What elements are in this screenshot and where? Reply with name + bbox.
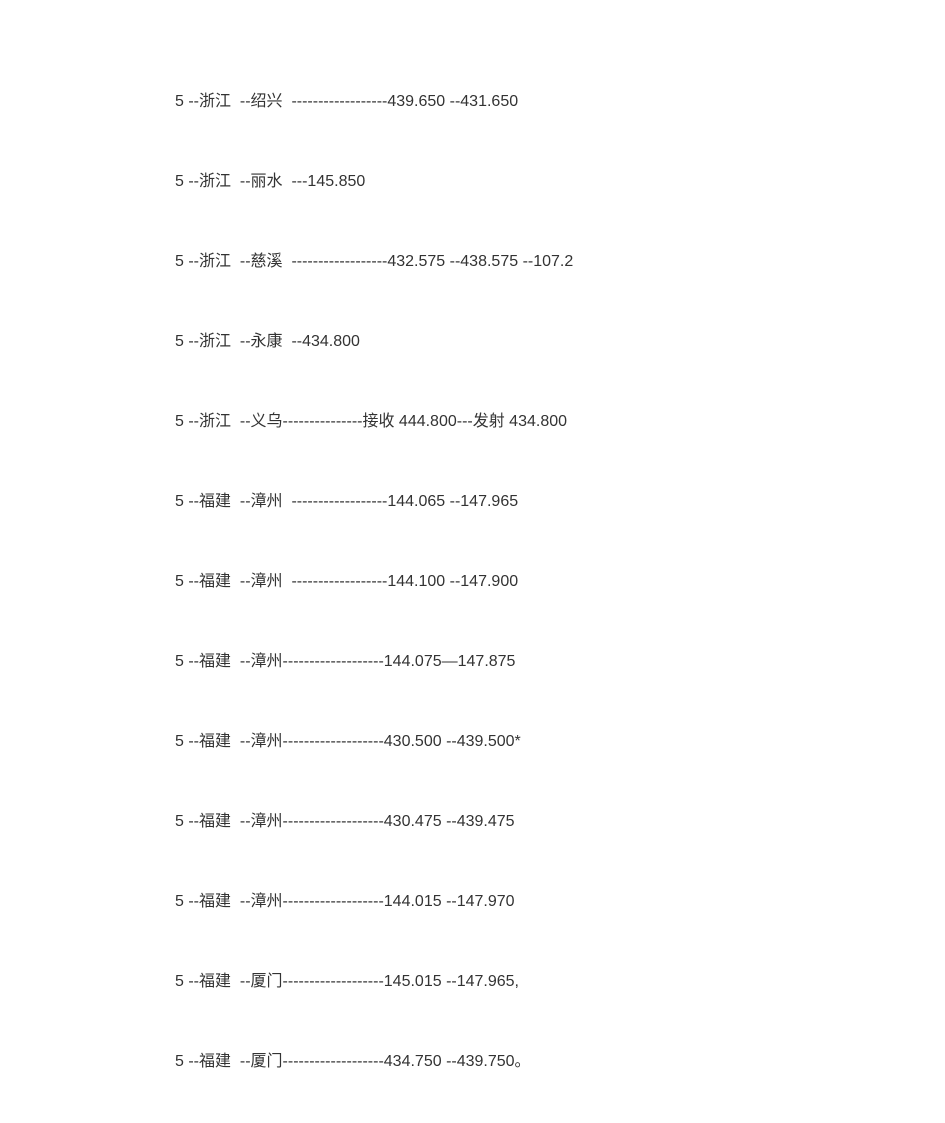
document-content: 5 --浙江 --绍兴 ------------------439.650 --…: [175, 90, 945, 1074]
frequency-entry: 5 --福建 --漳州 ------------------144.100 --…: [175, 570, 945, 594]
frequency-entry: 5 --福建 --漳州-------------------430.475 --…: [175, 810, 945, 834]
frequency-entry: 5 --福建 --漳州-------------------430.500 --…: [175, 730, 945, 754]
frequency-entry: 5 --福建 --厦门-------------------145.015 --…: [175, 970, 945, 994]
frequency-entry: 5 --福建 --漳州 ------------------144.065 --…: [175, 490, 945, 514]
frequency-entry: 5 --浙江 --永康 --434.800: [175, 330, 945, 354]
frequency-entry: 5 --福建 --漳州-------------------144.015 --…: [175, 890, 945, 914]
frequency-entry: 5 --福建 --厦门-------------------434.750 --…: [175, 1050, 945, 1074]
frequency-entry: 5 --浙江 --慈溪 ------------------432.575 --…: [175, 250, 945, 274]
frequency-entry: 5 --福建 --漳州-------------------144.075—14…: [175, 650, 945, 674]
frequency-entry: 5 --浙江 --丽水 ---145.850: [175, 170, 945, 194]
frequency-entry: 5 --浙江 --绍兴 ------------------439.650 --…: [175, 90, 945, 114]
frequency-entry: 5 --浙江 --义乌---------------接收 444.800---发…: [175, 410, 945, 434]
